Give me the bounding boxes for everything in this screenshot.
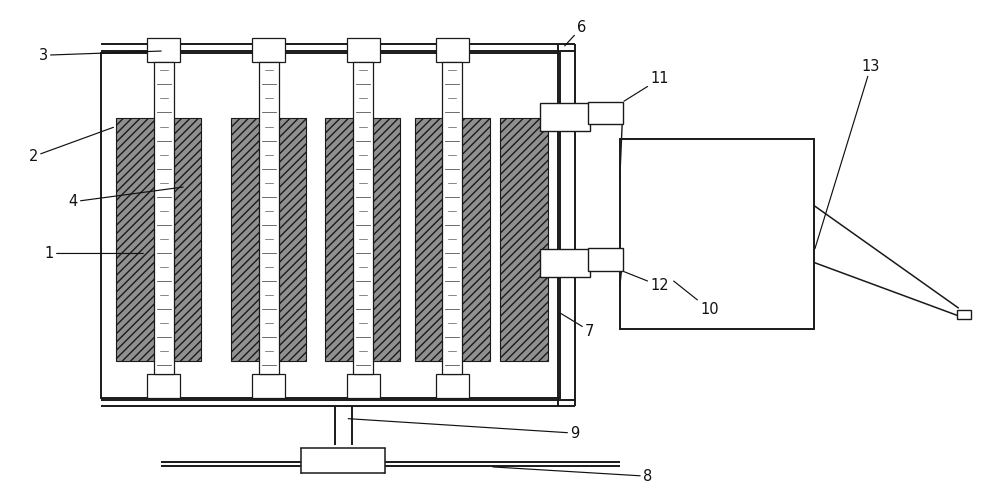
Text: 2: 2 xyxy=(29,127,113,164)
Text: 9: 9 xyxy=(348,419,579,441)
Bar xyxy=(325,118,400,361)
Bar xyxy=(147,38,180,62)
Bar xyxy=(957,310,971,320)
Bar xyxy=(415,118,490,361)
Bar xyxy=(116,118,201,361)
Bar xyxy=(500,118,548,361)
Text: 1: 1 xyxy=(45,246,143,261)
Bar xyxy=(353,62,373,374)
Bar xyxy=(540,103,590,130)
Text: 12: 12 xyxy=(624,272,669,293)
Bar xyxy=(442,62,462,374)
Bar xyxy=(259,62,279,374)
Bar xyxy=(347,38,380,62)
Bar xyxy=(301,448,385,473)
Bar xyxy=(154,62,174,374)
Bar xyxy=(231,118,306,361)
Bar xyxy=(347,374,380,398)
Text: 13: 13 xyxy=(815,58,880,248)
Bar xyxy=(147,374,180,398)
Text: 11: 11 xyxy=(624,72,669,101)
Bar xyxy=(620,139,814,329)
Bar xyxy=(436,38,469,62)
Bar xyxy=(252,374,285,398)
Text: 6: 6 xyxy=(565,20,586,46)
Text: 8: 8 xyxy=(493,467,652,484)
Text: 7: 7 xyxy=(560,313,594,338)
Bar xyxy=(101,53,560,398)
Bar xyxy=(540,249,590,277)
Bar xyxy=(252,38,285,62)
Bar xyxy=(588,248,623,271)
Text: 3: 3 xyxy=(39,48,161,63)
Text: 4: 4 xyxy=(69,187,183,209)
Text: 10: 10 xyxy=(674,281,719,317)
Bar xyxy=(436,374,469,398)
Bar xyxy=(588,102,623,124)
